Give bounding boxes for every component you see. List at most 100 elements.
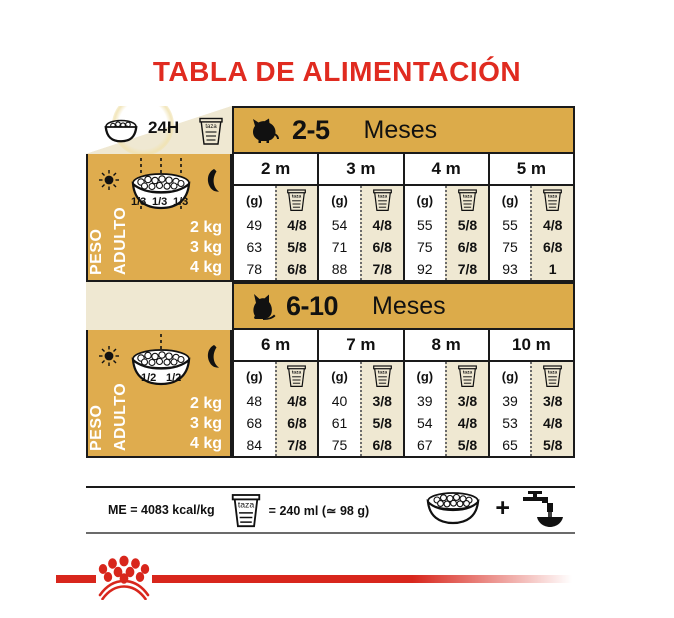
kibble-bowl-icon: 1/3 1/3 1/3	[96, 158, 226, 225]
grams-subcolumn: (g) 48 68 84	[234, 362, 275, 456]
food-bowl-icon	[416, 489, 490, 532]
measuring-cup-icon: taza	[231, 491, 261, 529]
unit-grams: (g)	[501, 368, 519, 384]
weight-value: 3 kg	[189, 239, 222, 256]
meal-panel-6-10: 1/2 1/2 PESO ADULTO 2 kg 3 kg 4 kg	[86, 330, 232, 458]
svg-text:taza: taza	[238, 500, 255, 510]
cup-subcolumn: taza 4/8 6/8 1	[530, 186, 573, 280]
cell-grams: 84	[246, 437, 263, 453]
sun-icon	[99, 170, 119, 190]
cell-grams: 88	[331, 261, 348, 277]
weight-axis-label: PESO ADULTO	[88, 383, 170, 453]
cell-cups: 5/8	[457, 437, 478, 453]
meal-panel-2-5: 1/3 1/3 1/3 PESO ADULTO 2 kg 3 kg 4 kg	[86, 154, 232, 282]
cell-grams: 54	[331, 217, 348, 233]
weight-value: 3 kg	[189, 415, 222, 432]
month-column: 3 m (g) 54 71 88 taza	[319, 154, 405, 280]
cell-cups: 1	[548, 261, 557, 277]
svg-text:taza: taza	[378, 194, 388, 200]
month-column: 5 m (g) 55 75 93 taza	[489, 154, 573, 280]
unit-grams: (g)	[416, 368, 434, 384]
weight-axis-label: PESO ADULTO	[88, 207, 170, 277]
water-tap-bowl-icon	[515, 488, 565, 533]
footer-icons: +	[416, 488, 565, 533]
grams-subcolumn: (g) 49 63 78	[234, 186, 275, 280]
weight-axis-line2: ADULTO	[112, 206, 129, 275]
standing-kitten-icon	[248, 115, 284, 145]
cell-grams: 48	[246, 393, 263, 409]
cup-subcolumn: taza 3/8 4/8 5/8	[530, 362, 573, 456]
metabolizable-energy-label: ME = 4083 kcal/kg	[108, 503, 215, 517]
food-bowl-icon	[98, 119, 144, 148]
cell-grams: 55	[502, 217, 518, 233]
cup-equivalence-label: = 240 ml (≃ 98 g)	[268, 503, 370, 518]
weight-value: 2 kg	[189, 219, 222, 236]
cell-cups: 6/8	[457, 239, 478, 255]
cell-cups: 6/8	[372, 437, 392, 453]
data-grid-2-5: 2 m (g) 49 63 78 taza	[232, 154, 575, 282]
kibble-bowl-icon: 1/2 1/2	[96, 334, 226, 401]
sitting-cat-icon	[248, 291, 278, 321]
page-title: TABLA DE ALIMENTACIÓN	[152, 56, 522, 87]
svg-text:taza: taza	[548, 194, 558, 200]
cup-subcolumn: taza 4/8 6/8 7/8	[359, 186, 403, 280]
cell-cups: 5/8	[287, 239, 307, 255]
cell-cups: 7/8	[287, 437, 307, 453]
section-header-6-10: 6-10 Meses	[232, 282, 575, 330]
grams-subcolumn: (g) 40 61 75	[319, 362, 360, 456]
cell-grams: 49	[246, 217, 263, 233]
weight-axis-line2: ADULTO	[112, 382, 129, 451]
month-column: 7 m (g) 40 61 75 taza	[319, 330, 405, 456]
weight-value: 4 kg	[189, 435, 222, 452]
cell-cups: 5/8	[542, 437, 563, 453]
cell-cups: 5/8	[457, 217, 478, 233]
svg-text:taza: taza	[292, 370, 302, 376]
grams-subcolumn: (g) 55 75 93	[489, 186, 531, 280]
svg-text:1/3: 1/3	[173, 196, 188, 208]
section-range-label: 6-10	[286, 290, 339, 321]
svg-text:taza: taza	[463, 194, 473, 200]
svg-text:taza: taza	[205, 124, 217, 130]
month-label: 7 m	[319, 330, 403, 362]
cell-grams: 67	[417, 437, 433, 453]
cell-grams: 68	[246, 415, 263, 431]
cell-grams: 63	[246, 239, 263, 255]
grams-subcolumn: (g) 54 71 88	[319, 186, 360, 280]
grams-subcolumn: (g) 55 75 92	[404, 186, 446, 280]
section-period-label: Meses	[372, 291, 446, 320]
spacer-band	[86, 282, 232, 330]
measuring-cup-icon: taza	[532, 362, 573, 390]
weight-axis-line1: PESO	[88, 404, 105, 451]
cell-grams: 39	[502, 393, 518, 409]
weight-values-6-10: 2 kg 3 kg 4 kg	[190, 394, 222, 454]
month-column: 4 m (g) 55 75 92 taza	[404, 154, 490, 280]
sun-icon	[99, 346, 119, 366]
section-range-label: 2-5	[292, 114, 330, 145]
measuring-cup-icon: taza	[532, 186, 573, 214]
cell-cups: 4/8	[287, 217, 307, 233]
cell-cups: 6/8	[372, 239, 392, 255]
month-column: 10 m (g) 39 53 65 taza	[489, 330, 573, 456]
plus-sign: +	[495, 493, 510, 522]
month-label: 3 m	[319, 154, 403, 186]
month-label: 4 m	[404, 154, 488, 186]
month-label: 5 m	[489, 154, 573, 186]
grams-subcolumn: (g) 39 54 67	[404, 362, 446, 456]
month-column: 6 m (g) 48 68 84 taza	[234, 330, 320, 456]
cell-cups: 6/8	[542, 239, 563, 255]
cup-subcolumn: taza 4/8 5/8 6/8	[274, 186, 318, 280]
measuring-cup-icon: taza	[277, 362, 318, 390]
brand-footer	[0, 555, 674, 618]
unit-grams: (g)	[416, 192, 434, 208]
cell-grams: 55	[417, 217, 433, 233]
measuring-cup-icon: taza	[447, 362, 488, 390]
cup-subcolumn: taza 3/8 5/8 6/8	[359, 362, 403, 456]
month-column: 2 m (g) 49 63 78 taza	[234, 154, 320, 280]
grams-subcolumn: (g) 39 53 65	[489, 362, 531, 456]
cell-cups: 4/8	[372, 217, 392, 233]
month-label: 8 m	[404, 330, 488, 362]
cell-cups: 4/8	[542, 415, 563, 431]
svg-text:1/3: 1/3	[152, 196, 167, 208]
unit-grams: (g)	[501, 192, 519, 208]
